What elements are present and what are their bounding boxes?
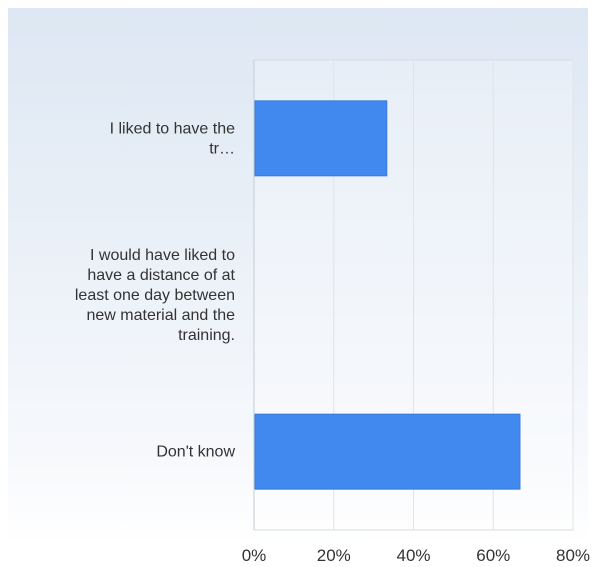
bar <box>254 100 388 177</box>
x-tick-label: 60% <box>476 546 510 565</box>
x-tick-label: 40% <box>396 546 430 565</box>
category-label: I liked to have the tr… <box>110 120 236 157</box>
x-tick-label: 20% <box>317 546 351 565</box>
x-tick-label: 0% <box>242 546 267 565</box>
category-label: I would have liked to have a distance of … <box>75 247 236 344</box>
category-label: Don't know <box>156 444 235 461</box>
bar <box>254 413 521 490</box>
x-tick-label: 80% <box>556 546 590 565</box>
